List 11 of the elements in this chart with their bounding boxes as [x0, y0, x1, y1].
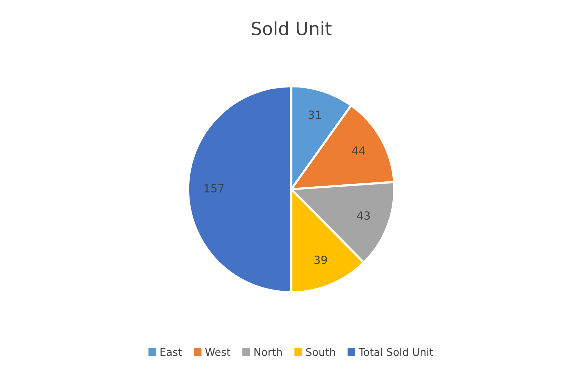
legend-label: West [206, 348, 231, 356]
data-label: 44 [352, 146, 366, 155]
data-label: 157 [204, 184, 224, 193]
data-label: 31 [308, 110, 322, 120]
data-label: 39 [314, 256, 328, 264]
data-label: 43 [357, 212, 370, 220]
legend-label: North [254, 348, 282, 356]
legend-label: East [160, 348, 182, 356]
legend-label: South [306, 348, 336, 356]
legend-label: Total Sold Unit [358, 348, 434, 356]
chart-title: Sold Unit [252, 22, 332, 36]
